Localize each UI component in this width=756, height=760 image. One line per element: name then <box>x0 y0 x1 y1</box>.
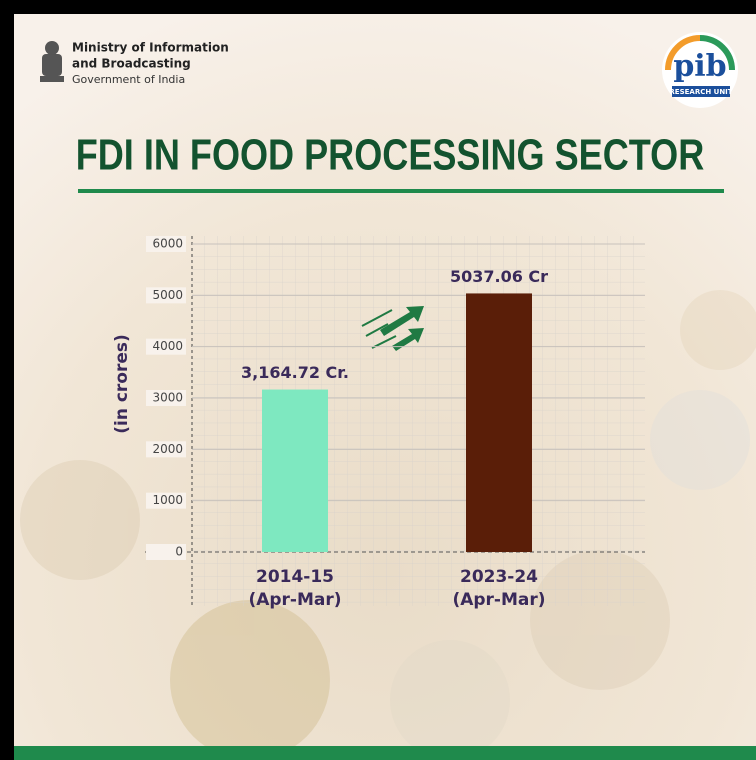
title-underline <box>78 189 724 193</box>
bar <box>466 293 532 552</box>
government: Government of India <box>72 73 185 86</box>
tick-box <box>146 338 186 355</box>
tick-box <box>146 390 186 406</box>
bar <box>262 389 328 552</box>
tick-box <box>146 441 186 458</box>
x-tick-sublabel: (Apr-Mar) <box>248 590 341 610</box>
y-tick-label: 5000 <box>152 288 183 302</box>
y-tick-label: 3000 <box>152 391 183 405</box>
x-tick-sublabel: (Apr-Mar) <box>452 590 545 610</box>
y-axis-label: (in crores) <box>112 334 132 434</box>
y-tick-label: 4000 <box>152 339 183 353</box>
y-tick-label: 2000 <box>152 442 183 456</box>
x-tick-label: 2023-24 <box>460 567 538 587</box>
y-tick-label: 1000 <box>152 493 183 507</box>
tick-box <box>146 492 186 509</box>
tick-box <box>146 544 186 560</box>
tick-box <box>146 236 186 252</box>
ministry: and Broadcasting <box>72 57 191 71</box>
growth-arrows <box>361 306 424 351</box>
value-label: 3,164.72 Cr. <box>241 363 349 382</box>
logo-subtext: RESEARCH UNIT <box>669 88 732 96</box>
tick-box <box>146 287 186 304</box>
logo-text: pib <box>673 49 726 84</box>
ministry: Ministry of Information <box>72 41 229 55</box>
pib-logo: pib RESEARCH UNIT <box>662 32 738 108</box>
emblem <box>40 41 64 82</box>
footer-bar <box>14 746 756 760</box>
x-tick-label: 2014-15 <box>256 567 334 587</box>
value-label: 5037.06 Cr <box>450 267 548 286</box>
chart-title: FDI IN FOOD PROCESSING SECTOR <box>76 130 705 179</box>
y-tick-label: 6000 <box>152 237 183 251</box>
y-tick-label: 0 <box>175 545 183 559</box>
minor-grid <box>192 236 645 606</box>
